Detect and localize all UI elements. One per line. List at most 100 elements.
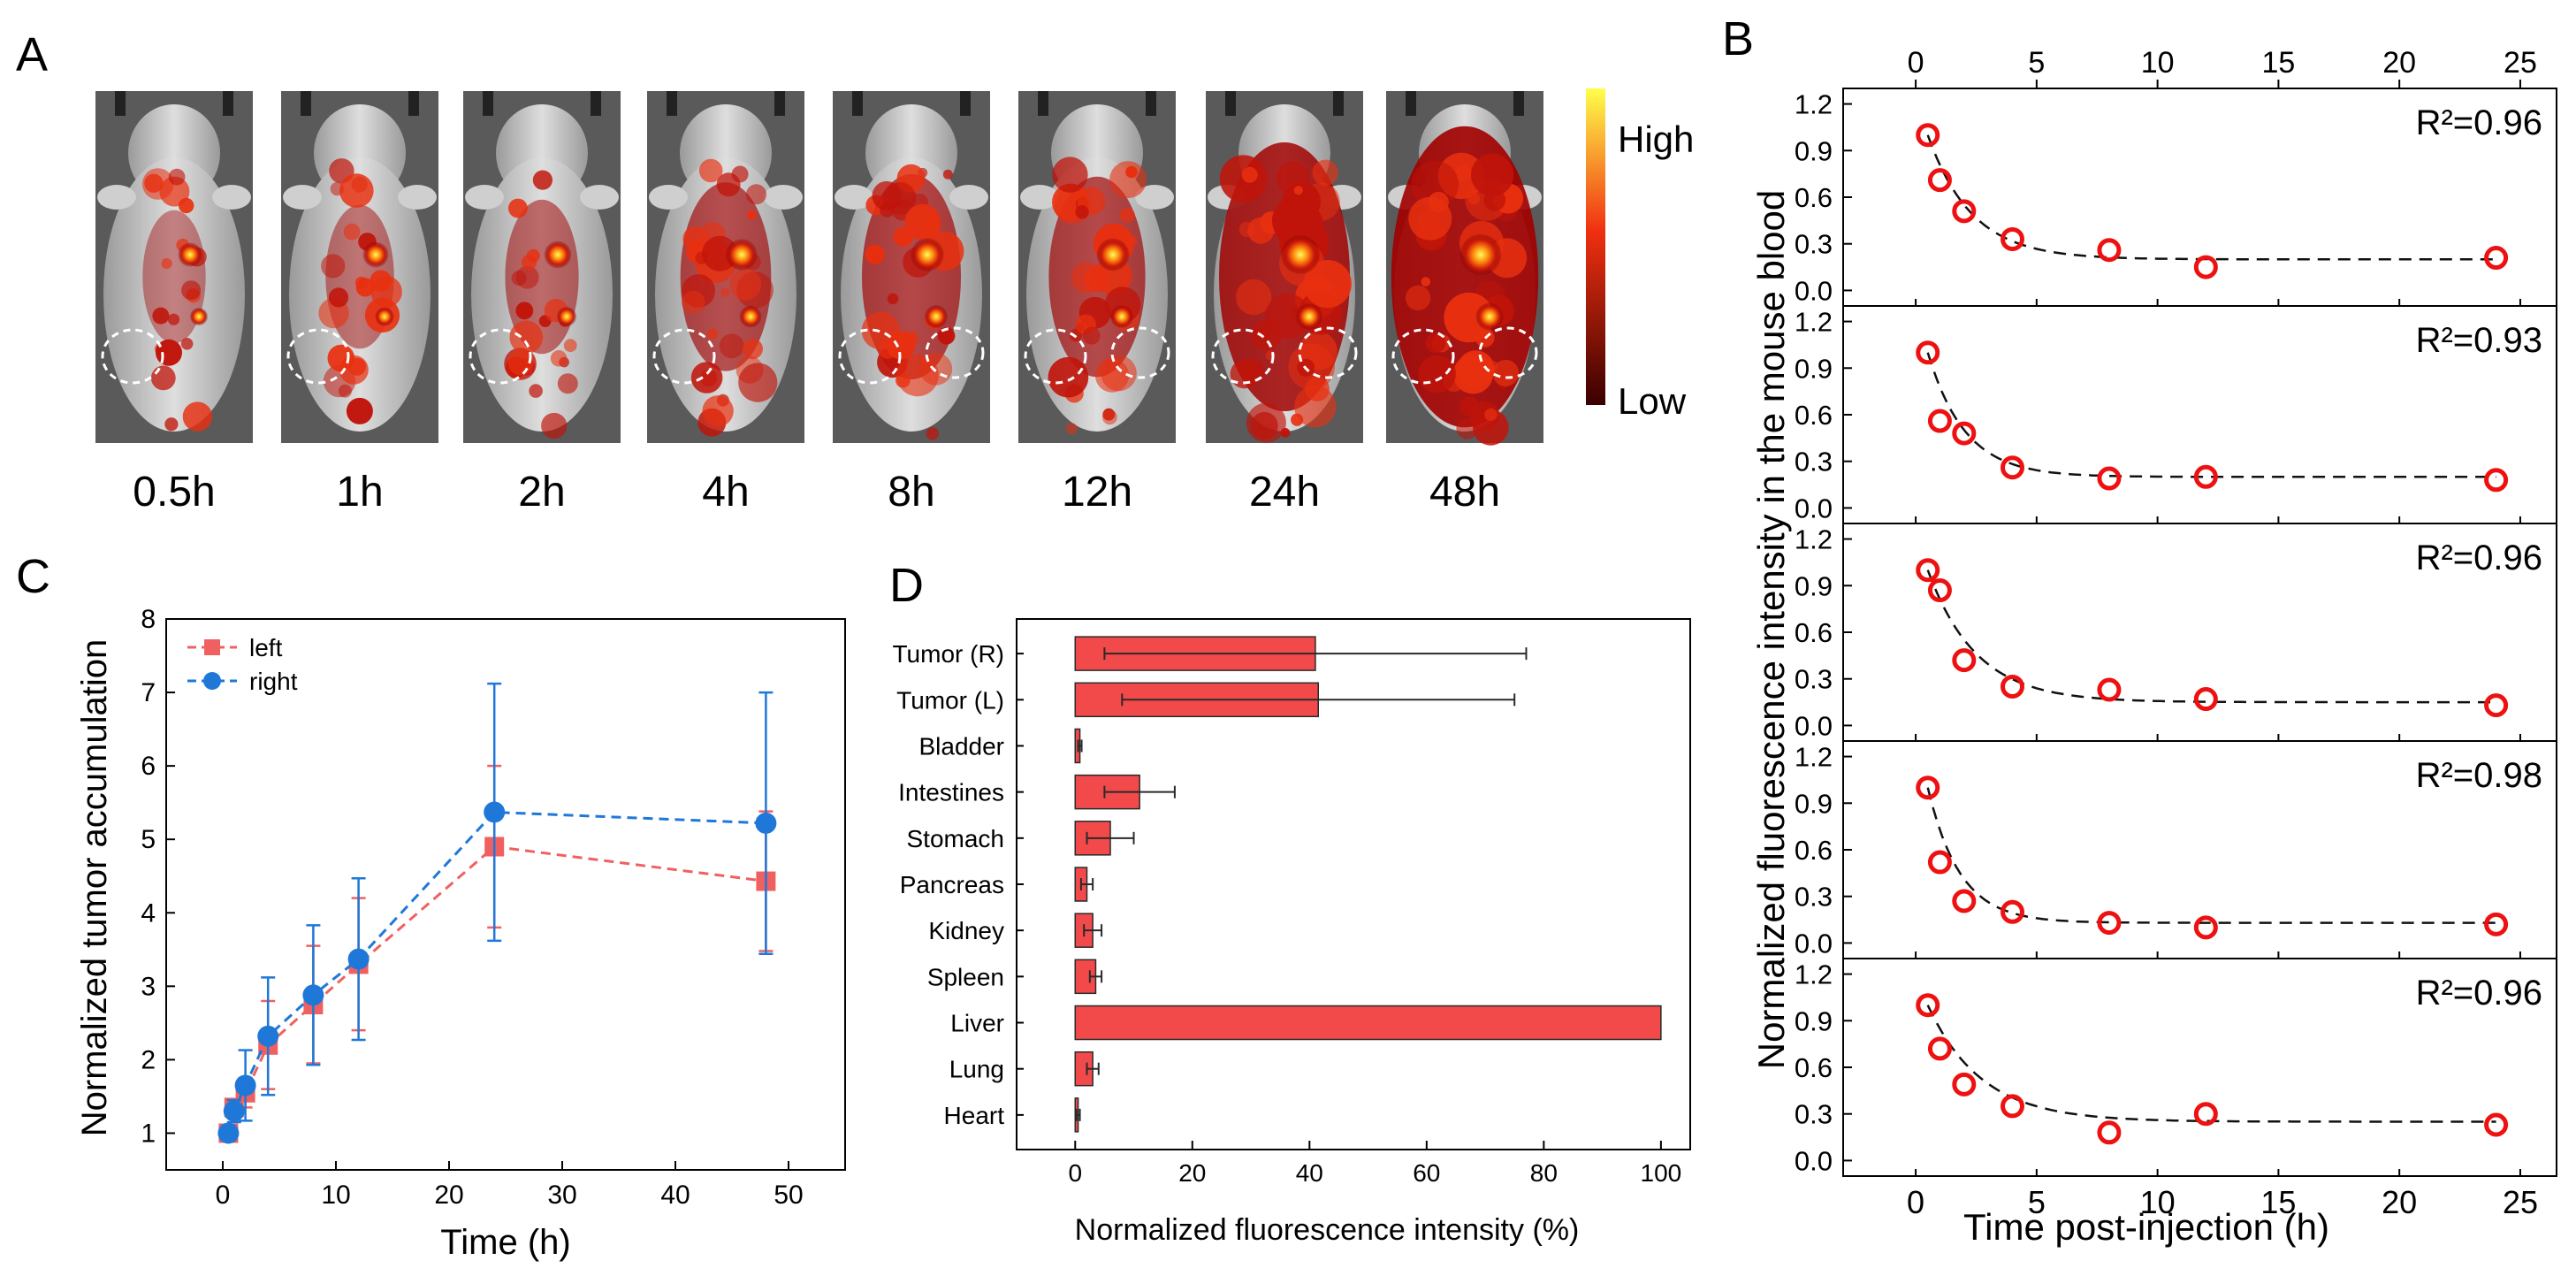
signal-spot: [343, 223, 361, 241]
signal-spot: [1421, 277, 1431, 287]
signal-spot: [747, 210, 757, 220]
signal-spot: [1484, 408, 1498, 421]
mouse-image-3: 2h: [463, 91, 621, 516]
signal-spot: [904, 203, 941, 241]
data-point: [1927, 850, 1952, 875]
signal-hotspot: [1096, 238, 1130, 271]
x-tick-label: 20: [2382, 1184, 2417, 1220]
signal-spot: [179, 197, 194, 214]
signal-hotspot: [1459, 233, 1502, 276]
panel-label-c: C: [16, 550, 50, 603]
panel-label-d: D: [889, 559, 924, 612]
r-squared-label: R²=0.96: [2416, 539, 2542, 577]
signal-spot: [1473, 409, 1509, 446]
mouse-image-5: 8h: [833, 91, 990, 516]
fit-curve: [1926, 134, 2496, 261]
signal-spot: [1444, 292, 1494, 343]
colorbar-high-label: High: [1618, 118, 1694, 160]
series-line: [226, 810, 766, 1134]
data-point: [484, 801, 506, 823]
signal-spot: [532, 170, 553, 190]
mouse-ear: [764, 185, 803, 210]
signal-spot: [919, 352, 953, 386]
signal-spot: [1101, 409, 1117, 425]
signal-spot: [1082, 326, 1101, 345]
data-point: [1952, 421, 1977, 446]
data-point: [1927, 578, 1952, 603]
data-point: [2484, 912, 2509, 936]
x-tick-label: 100: [1641, 1159, 1682, 1187]
x-tick-label: 30: [547, 1180, 576, 1210]
y-tick-label: 0.3: [1795, 1099, 1833, 1130]
blood-x-axis-label: Time post-injection (h): [1963, 1206, 2329, 1248]
y-tick-label: 0.6: [1795, 400, 1833, 431]
signal-spot: [1251, 411, 1278, 439]
colorbar: High Low: [1586, 88, 1694, 422]
bar-group: Liver: [950, 1005, 1662, 1041]
y-tick-label: 0.0: [1795, 1145, 1833, 1176]
category-label: Lung: [949, 1056, 1004, 1083]
mouse-ear: [1020, 185, 1059, 210]
mouse-ear: [283, 185, 322, 210]
time-label: 24h: [1249, 469, 1320, 516]
y-tick-label: 0.6: [1795, 1052, 1833, 1083]
signal-hotspot: [925, 305, 948, 328]
x-tick-label: 60: [1413, 1159, 1440, 1187]
holder-clip: [591, 91, 601, 116]
holder-clip: [1225, 91, 1236, 116]
signal-spot: [509, 320, 544, 355]
data-point: [1916, 558, 1940, 583]
data-point: [1952, 199, 1977, 224]
fit-curve: [1926, 569, 2496, 704]
y-tick-label: 0.3: [1795, 882, 1833, 913]
tumor-region-left: [1211, 328, 1275, 385]
signal-spot: [942, 169, 953, 180]
signal-spot: [698, 158, 723, 183]
panel-label-b: B: [1722, 12, 1754, 65]
holder-clip: [1333, 91, 1344, 116]
signal-spot: [563, 339, 577, 353]
tumor-region-left: [1024, 328, 1087, 385]
signal-spot: [1418, 355, 1456, 393]
signal-spot: [152, 307, 170, 325]
bar-group: Lung: [949, 1051, 1100, 1087]
tumor-region-right: [1298, 326, 1358, 379]
legend-item-left: left: [187, 634, 283, 661]
data-point: [2000, 226, 2024, 251]
signal-spot: [526, 248, 540, 263]
data-point: [1916, 340, 1940, 365]
data-point: [302, 984, 324, 1006]
time-label: 2h: [518, 469, 565, 516]
data-point: [2193, 255, 2218, 279]
signal-hotspot: [178, 242, 202, 267]
holder-clip: [223, 91, 233, 116]
blood-y-axis-label: Normalized fluorescence intensity in the…: [1750, 190, 1792, 1070]
blood-subplot-4: 0.0 0.3 0.6 0.9 1.2 R²=0.98: [1795, 740, 2557, 959]
data-point: [1927, 168, 1952, 193]
tumor-region-left: [838, 328, 902, 385]
signal-spot: [541, 412, 568, 439]
signal-spot: [144, 173, 164, 193]
category-label: Stomach: [907, 825, 1005, 852]
mouse-ear: [212, 185, 251, 210]
data-point: [2097, 911, 2122, 936]
signal-spot: [1048, 356, 1089, 398]
data-point: [2097, 1120, 2122, 1145]
top-x-tick-label: 15: [2261, 46, 2295, 80]
y-tick-label: 7: [141, 678, 156, 707]
y-tick-label: 0.0: [1795, 275, 1833, 306]
data-point: [223, 1100, 245, 1122]
signal-spot: [182, 401, 213, 432]
mouse-image-7: 24h: [1206, 91, 1363, 516]
data-point: [1927, 409, 1952, 433]
r-squared-label: R²=0.93: [2416, 321, 2542, 360]
y-tick-label: 1.2: [1795, 89, 1833, 120]
mouse-imaging-strip: 0.5h 1h 2h 4h 8h 12h 24h 48h: [95, 91, 1543, 516]
blood-clearance-chart: Normalized fluorescence intensity in the…: [1750, 46, 2557, 1248]
fit-curve: [1926, 352, 2496, 478]
bar-group: Stomach: [907, 821, 1135, 856]
x-tick-label: 0: [1907, 1184, 1924, 1220]
mouse-image-6: 12h: [1018, 91, 1176, 516]
bar-group: Heart: [944, 1097, 1081, 1133]
top-x-tick-label: 5: [2028, 46, 2045, 80]
